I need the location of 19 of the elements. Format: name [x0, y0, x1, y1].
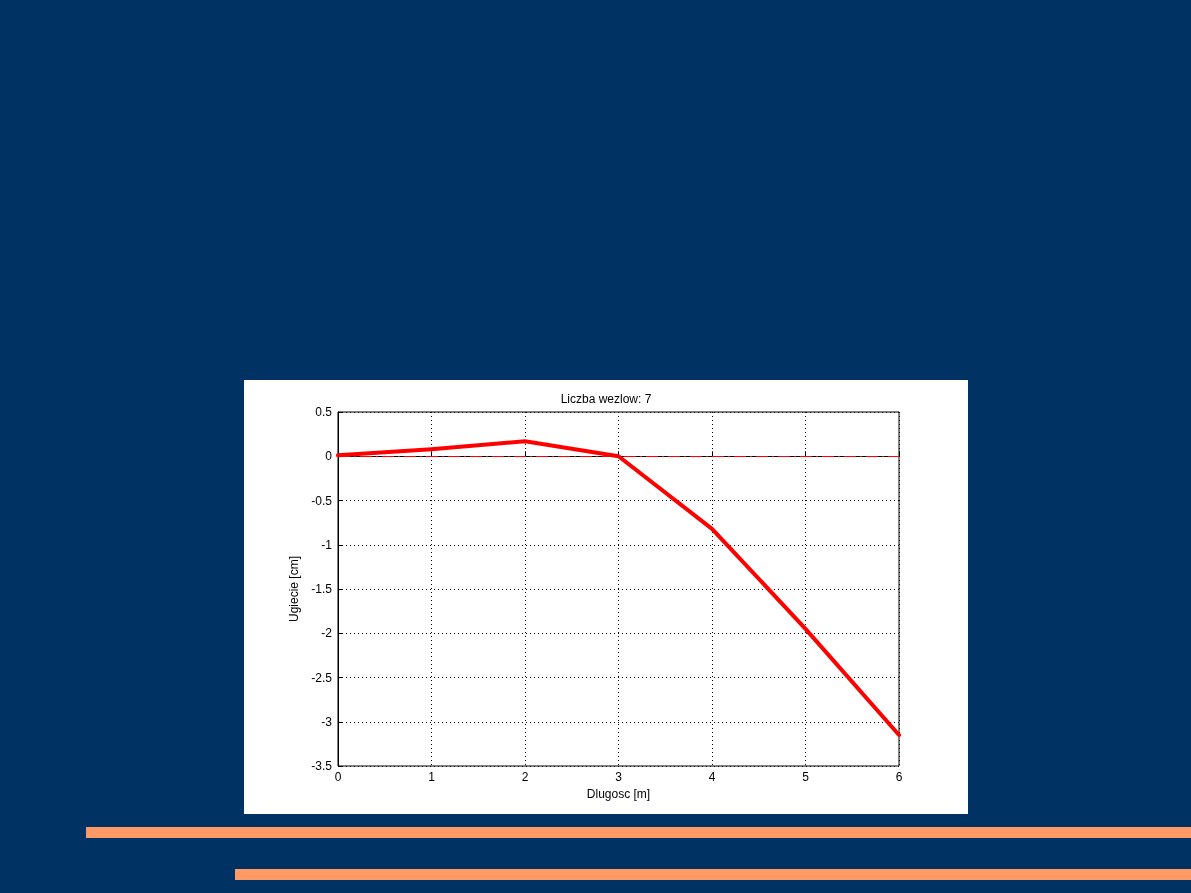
- y-tick-label: -1.5: [311, 582, 333, 596]
- chart-title: Liczba wezlow: 7: [560, 392, 652, 406]
- y-tick-label: -2: [321, 626, 333, 641]
- y-tick-label: -3.5: [311, 759, 333, 773]
- y-tick-label: -1: [321, 537, 333, 552]
- x-tick-label: 1: [428, 770, 436, 784]
- y-tick-label: -0.5: [311, 493, 333, 508]
- y-axis-title: Ugiecie [cm]: [287, 555, 302, 623]
- x-tick-label: 6: [895, 770, 903, 784]
- x-tick-label: 4: [708, 770, 716, 784]
- x-axis-title: Dlugosc [m]: [586, 787, 651, 801]
- y-tick-label: -3: [321, 714, 333, 729]
- y-tick-label: 0.5: [315, 405, 333, 419]
- x-tick-label: 5: [802, 770, 810, 784]
- x-tick-label: 0: [334, 770, 342, 784]
- y-tick-label: -2.5: [311, 670, 333, 685]
- x-tick-label: 2: [521, 770, 529, 784]
- y-tick-label: 0: [325, 449, 333, 464]
- x-tick-label: 3: [615, 770, 623, 784]
